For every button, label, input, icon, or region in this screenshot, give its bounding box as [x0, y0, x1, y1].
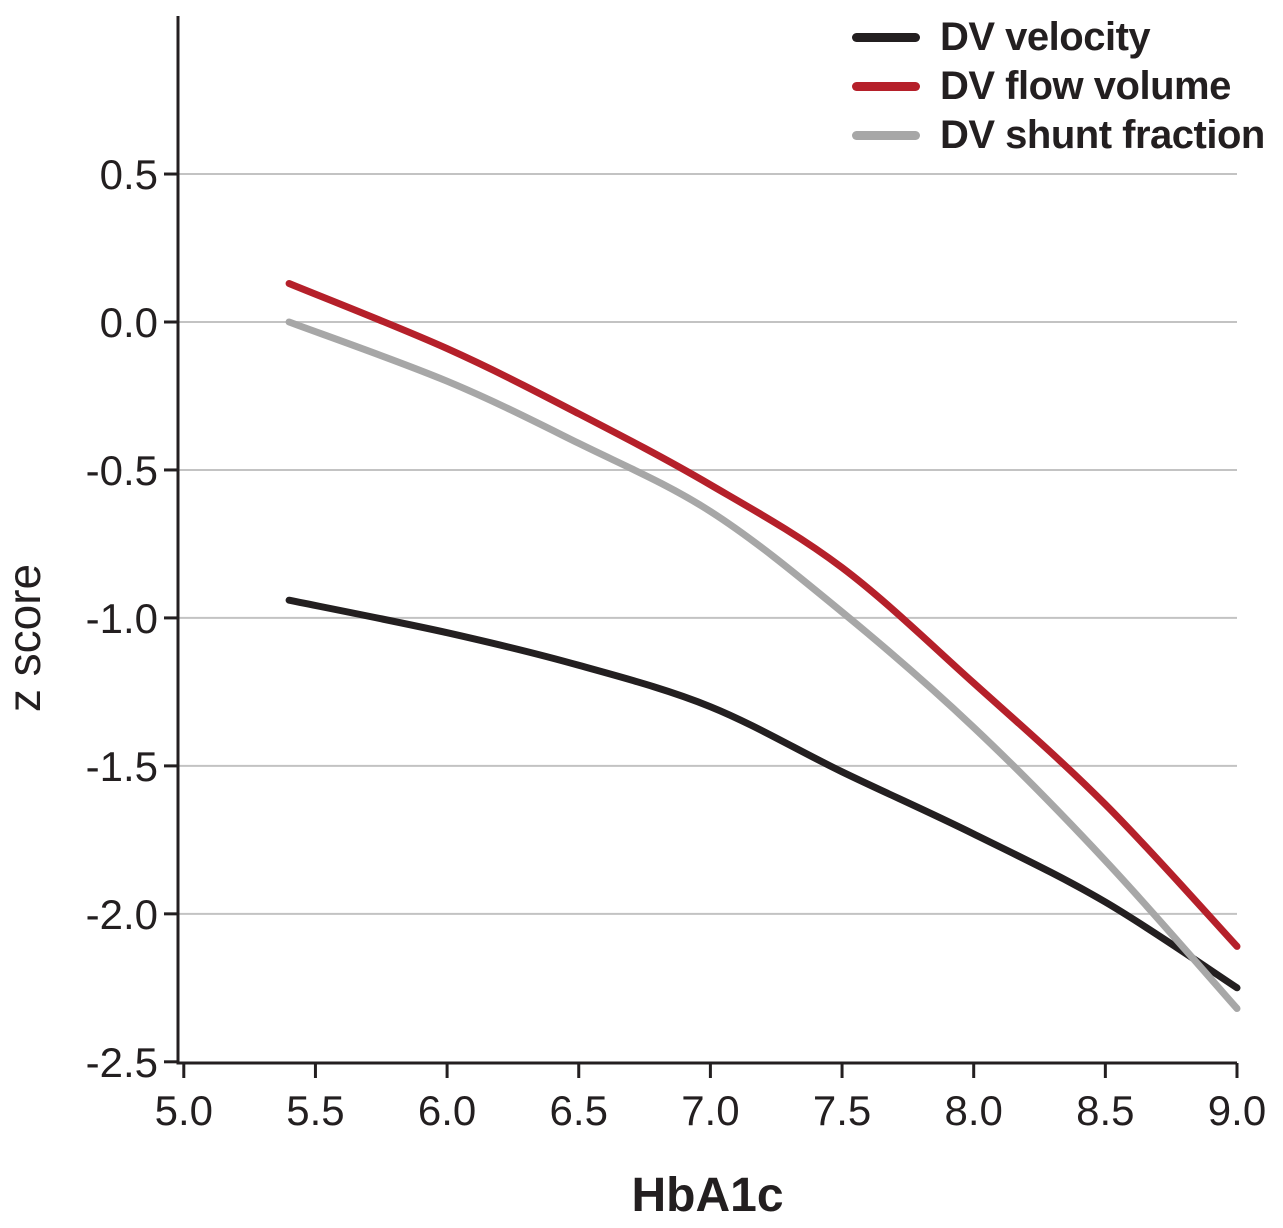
legend-line-swatch	[852, 82, 920, 91]
x-tick-label: 6.0	[418, 1087, 476, 1134]
y-tick-label: -2.5	[86, 1039, 158, 1086]
tick-labels: 0.5 0.0 -0.5 -1.0 -1.5 -2.0 -2.55.0 5.5 6.0 6.5 7.…	[86, 151, 1267, 1134]
x-tick-label: 6.5	[550, 1087, 608, 1134]
legend-item: DV flow volume	[852, 62, 1265, 111]
series-line-dv-velocity	[285, 596, 1241, 992]
series-line-dv-flow-volume	[285, 280, 1241, 950]
x-tick-label: 8.5	[1076, 1087, 1134, 1134]
y-tick-label: 0.5	[100, 151, 158, 198]
legend-line-swatch	[852, 33, 920, 42]
legend-label: DV shunt fraction	[940, 113, 1265, 157]
axes	[164, 16, 1239, 1078]
legend-item: DV shunt fraction	[852, 111, 1265, 160]
series-line-dv-shunt-fraction	[285, 318, 1241, 1012]
legend-label: DV flow volume	[940, 64, 1231, 108]
legend-label: DV velocity	[940, 15, 1151, 59]
x-tick-label: 5.0	[155, 1087, 213, 1134]
x-tick-label: 7.0	[681, 1087, 739, 1134]
x-tick-label: 9.0	[1208, 1087, 1266, 1134]
y-tick-label: -1.0	[86, 595, 158, 642]
x-axis-label: HbA1c	[631, 1169, 784, 1222]
data-curves	[285, 280, 1241, 1012]
x-tick-label: 7.5	[813, 1087, 871, 1134]
x-tick-label: 8.0	[945, 1087, 1003, 1134]
x-tick-label: 5.5	[286, 1087, 344, 1134]
y-tick-label: 0.0	[100, 299, 158, 346]
legend-line-swatch	[852, 131, 920, 140]
gridlines	[178, 173, 1237, 915]
y-tick-label: -1.5	[86, 743, 158, 790]
y-axis-label: z score	[0, 563, 50, 713]
y-tick-label: -0.5	[86, 447, 158, 494]
legend: DV velocity DV flow volume DV shunt fracti…	[852, 13, 1265, 160]
legend-item: DV velocity	[852, 13, 1265, 62]
y-tick-label: -2.0	[86, 891, 158, 938]
